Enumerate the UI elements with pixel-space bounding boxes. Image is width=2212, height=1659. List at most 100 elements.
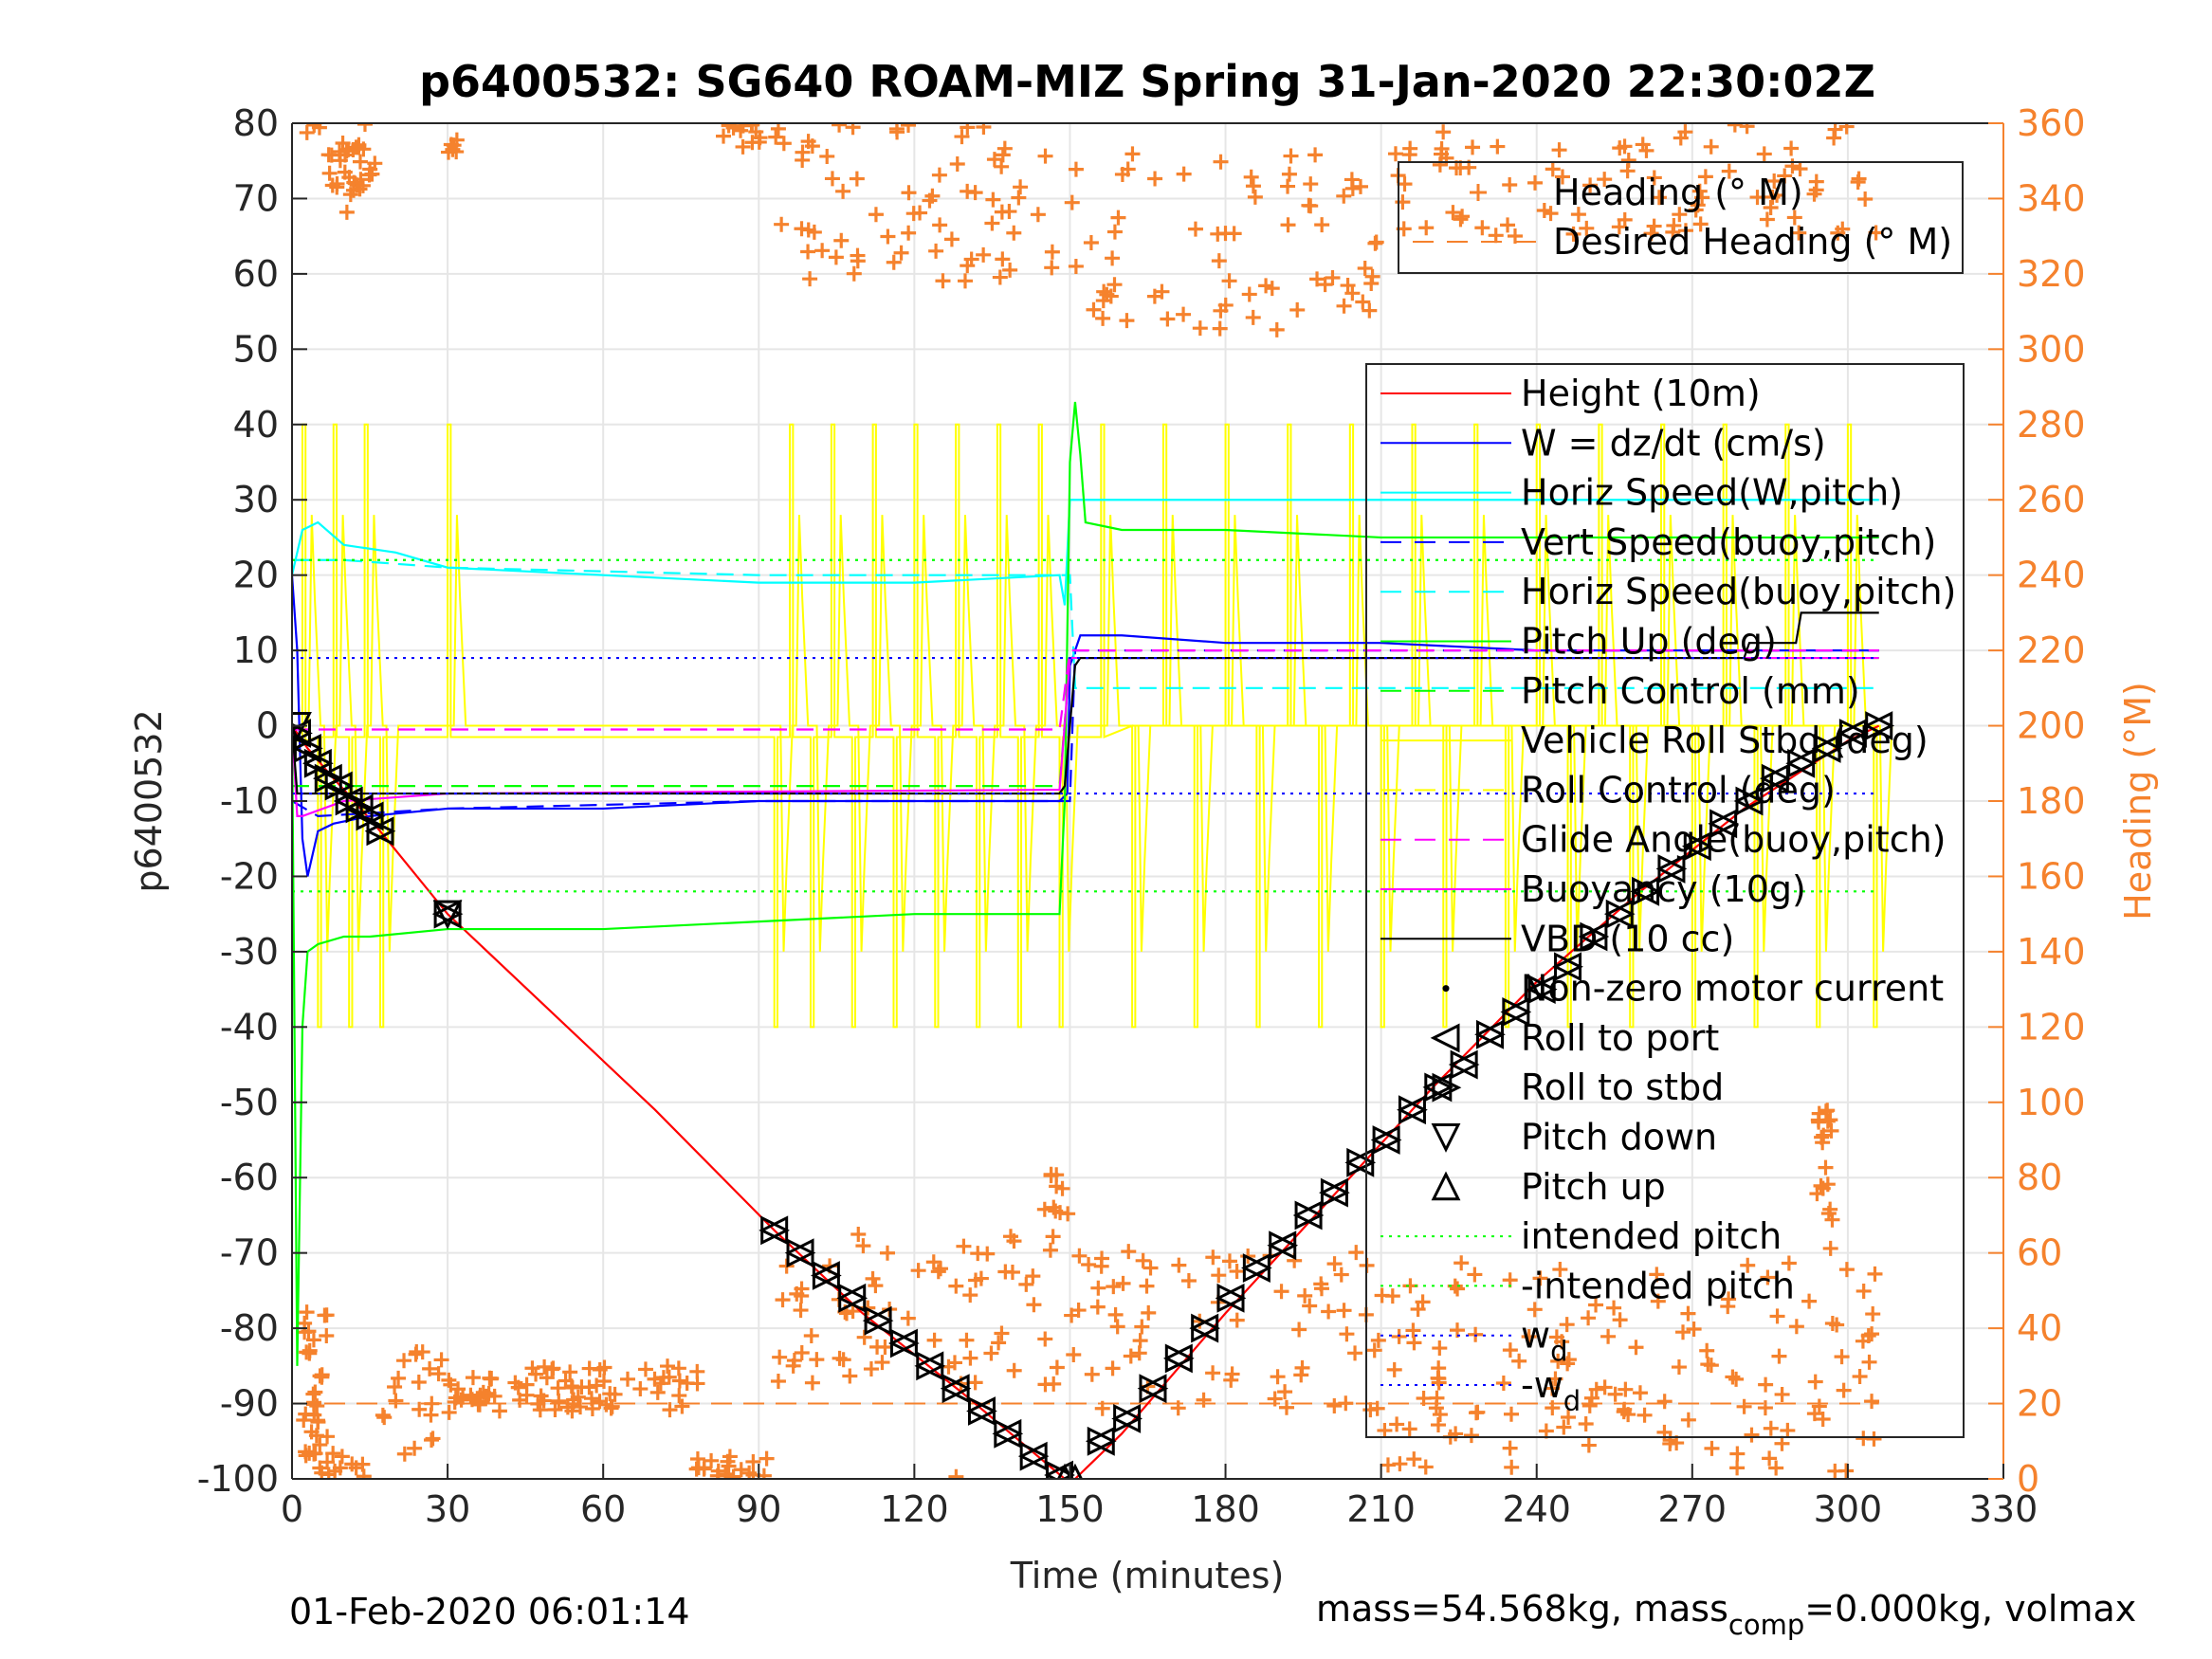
legend-label: Horiz Speed(buoy,pitch) — [1521, 571, 1956, 612]
heading-point — [1781, 1255, 1797, 1271]
motor-marker-right — [1269, 1231, 1299, 1261]
heading-point — [1671, 1359, 1687, 1376]
x-tick-label: 30 — [425, 1488, 470, 1530]
heading-point — [1551, 142, 1567, 158]
heading-point — [320, 1454, 336, 1470]
heading-point — [1463, 1428, 1479, 1444]
motor-marker-right — [1683, 831, 1713, 862]
heading-point — [1783, 140, 1800, 156]
legend-label: Desired Heading (° M) — [1553, 221, 1952, 263]
y2-tick-label: 320 — [2017, 253, 2086, 295]
heading-point — [1291, 1322, 1307, 1338]
x-tick-label: 150 — [1035, 1488, 1105, 1530]
heading-point — [1771, 1348, 1787, 1364]
y-tick-label: -50 — [220, 1082, 279, 1123]
heading-point — [1808, 173, 1824, 190]
heading-point — [1646, 218, 1662, 234]
heading-point — [1046, 1376, 1062, 1392]
footer-mass-info: mass=54.568kg, masscomp=0.000kg, volmax — [1316, 1588, 2136, 1641]
heading-point — [1691, 183, 1708, 199]
heading-point — [1597, 172, 1613, 188]
heading-point — [1618, 1381, 1634, 1397]
heading-point — [1721, 163, 1737, 179]
heading-point — [1336, 1303, 1352, 1319]
heading-point — [1801, 1293, 1818, 1309]
heading-point — [314, 1369, 330, 1385]
y-tick-label: 0 — [256, 705, 279, 747]
legend-label: Height (10m) — [1521, 373, 1761, 414]
heading-point — [1453, 211, 1469, 228]
heading-point — [957, 273, 973, 289]
heading-point — [1338, 1395, 1354, 1412]
heading-point — [846, 265, 862, 282]
heading-point — [1001, 204, 1017, 220]
heading-point — [332, 1460, 348, 1476]
heading-point — [1729, 1446, 1746, 1462]
heading-point — [1819, 1176, 1836, 1193]
motor-marker-right — [1019, 1441, 1050, 1471]
heading-point — [932, 217, 948, 233]
heading-point — [984, 215, 1000, 231]
heading-point — [1656, 1394, 1673, 1410]
heading-point — [1820, 1206, 1837, 1222]
heading-point — [1374, 1287, 1390, 1304]
heading-point — [1416, 1391, 1432, 1407]
heading-point — [1651, 190, 1667, 206]
heading-point — [1616, 1404, 1632, 1420]
x-tick-label: 90 — [736, 1488, 781, 1530]
motor-marker-right — [1164, 1343, 1195, 1374]
heading-point — [800, 244, 816, 260]
motor-marker-right — [293, 733, 323, 763]
heading-point — [598, 1396, 614, 1413]
heading-point — [1866, 1431, 1882, 1447]
heading-point — [1600, 1328, 1617, 1344]
heading-point — [1822, 1240, 1838, 1256]
heading-point — [956, 1238, 972, 1254]
motor-marker-right — [1580, 921, 1610, 952]
heading-point — [963, 251, 979, 267]
heading-point — [1588, 1381, 1604, 1397]
heading-point — [930, 1264, 946, 1280]
legend-label: Pitch Control (mm) — [1521, 670, 1860, 712]
vehicle-roll-line — [307, 515, 1893, 952]
legend-label-text: -intended pitch — [1521, 1265, 1795, 1306]
heading-point — [704, 1452, 720, 1468]
heading-point — [475, 1384, 491, 1400]
heading-point — [1160, 311, 1176, 327]
heading-point — [1597, 1379, 1613, 1395]
heading-point — [1672, 207, 1688, 223]
legend-label: Non-zero motor current — [1521, 968, 1944, 1010]
heading-point — [1527, 174, 1544, 191]
heading-point — [1094, 1400, 1110, 1416]
heading-point — [425, 1431, 441, 1447]
heading-point — [306, 123, 322, 133]
heading-point — [1090, 1280, 1106, 1296]
heading-point — [1760, 1269, 1776, 1285]
legend-label-text: W = dz/dt (cm/s) — [1521, 422, 1826, 464]
legend-label: Roll to stbd — [1521, 1066, 1724, 1108]
motor-marker-right — [1294, 1200, 1325, 1231]
heading-point — [671, 1388, 687, 1404]
heading-point — [824, 171, 840, 187]
heading-point — [849, 171, 865, 187]
heading-point — [814, 243, 831, 259]
heading-point — [1565, 226, 1581, 242]
heading-point — [1545, 161, 1561, 177]
legend-label: Glide Angle(buoy,pitch) — [1521, 819, 1947, 861]
heading-point — [1786, 210, 1802, 226]
heading-point — [632, 1381, 649, 1397]
motor-marker-right — [1838, 719, 1869, 748]
heading-point — [1135, 1252, 1151, 1268]
heading-point — [407, 1440, 423, 1456]
heading-point — [1325, 270, 1341, 286]
heading-point — [1302, 1298, 1318, 1314]
motor-marker-right — [1450, 1049, 1480, 1080]
footer-mass-post: =0.000kg, volmax — [1804, 1588, 2136, 1630]
heading-point — [348, 139, 364, 155]
heading-point — [768, 129, 784, 145]
legend-label-text: Buoyancy (10g) — [1521, 868, 1806, 910]
heading-point — [1646, 170, 1662, 186]
heading-point — [1554, 169, 1570, 185]
heading-point — [1192, 320, 1208, 337]
heading-point — [317, 1307, 333, 1323]
